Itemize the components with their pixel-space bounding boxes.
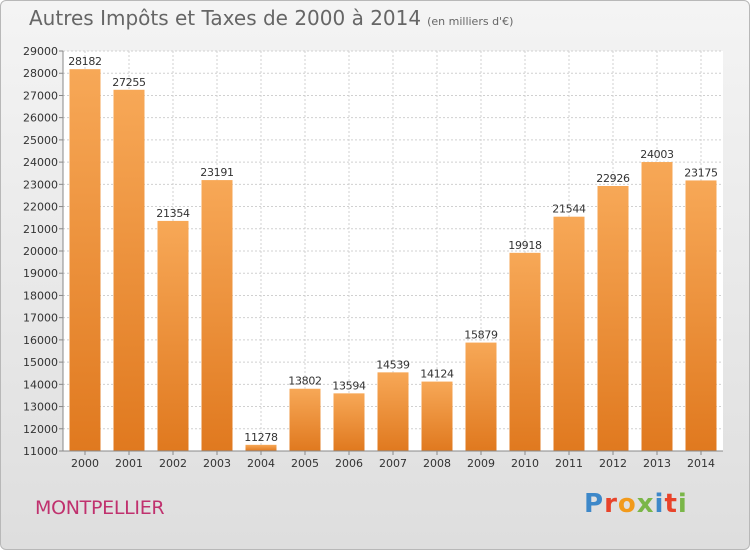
x-tick-label-2010: 2010 [511, 457, 539, 470]
bar-2001 [113, 89, 145, 452]
y-tick-label: 13000 [23, 401, 58, 414]
x-tick-label-2009: 2009 [467, 457, 495, 470]
x-tick-label-2001: 2001 [115, 457, 143, 470]
x-tick-label-2011: 2011 [555, 457, 583, 470]
y-tick-label: 15000 [23, 356, 58, 369]
bar-2003 [201, 180, 233, 452]
data-label-2013: 24003 [640, 148, 674, 161]
bar-2006 [333, 393, 365, 451]
bar-2011 [553, 216, 585, 451]
x-tick-label-2004: 2004 [247, 457, 275, 470]
bar-2007 [377, 372, 409, 451]
y-tick-label: 22000 [23, 201, 58, 214]
x-tick-label-2000: 2000 [71, 457, 99, 470]
bar-2012 [597, 185, 629, 451]
y-tick-label: 16000 [23, 334, 58, 347]
data-label-2011: 21544 [552, 203, 586, 216]
bar-2004 [245, 444, 277, 451]
x-tick-label-2005: 2005 [291, 457, 319, 470]
data-label-2000: 28182 [68, 55, 102, 68]
y-tick-label: 20000 [23, 245, 58, 258]
bar-2014 [685, 180, 717, 451]
logo-letter: o [617, 489, 637, 519]
y-tick-label: 27000 [23, 89, 58, 102]
data-label-2005: 13802 [288, 375, 322, 388]
x-tick-label-2008: 2008 [423, 457, 451, 470]
y-tick-label: 25000 [23, 134, 58, 147]
bar-2008 [421, 381, 453, 451]
y-tick-label: 26000 [23, 112, 58, 125]
logo-letter: x [636, 489, 655, 519]
y-tick-label: 14000 [23, 378, 58, 391]
data-label-2014: 23175 [684, 166, 718, 179]
proxiti-logo: Proxiti [584, 489, 688, 519]
x-tick-label-2003: 2003 [203, 457, 231, 470]
chart-title-text: Autres Impôts et Taxes de 2000 à 2014 [29, 6, 422, 30]
x-tick-label-2013: 2013 [643, 457, 671, 470]
chart-subtitle: (en milliers d'€) [427, 15, 514, 28]
x-tick-label-2002: 2002 [159, 457, 187, 470]
y-tick-label: 29000 [23, 45, 58, 58]
x-tick-label-2012: 2012 [599, 457, 627, 470]
y-tick-label: 11000 [23, 445, 58, 458]
bar-2002 [157, 220, 189, 451]
bars-group: 28182 27255 21354 23191 11278 13802 13594 14539… [68, 55, 718, 452]
bar-2005 [289, 388, 321, 451]
y-tick-label: 21000 [23, 223, 58, 236]
bar-2013 [641, 162, 673, 452]
logo-letter: r [604, 489, 618, 519]
logo-letter: i [677, 489, 688, 519]
data-label-2012: 22926 [596, 172, 630, 185]
bar-2000 [69, 69, 101, 451]
logo-letter: t [664, 489, 678, 519]
data-label-2010: 19918 [508, 239, 542, 252]
data-label-2009: 15879 [464, 329, 498, 342]
y-tick-label: 28000 [23, 67, 58, 80]
axes-group: 11000 12000 13000 14000 15000 16000 17000 18000… [23, 45, 723, 470]
chart-title: Autres Impôts et Taxes de 2000 à 2014 (en… [29, 6, 513, 30]
y-tick-label: 19000 [23, 267, 58, 280]
data-label-2004: 11278 [244, 431, 278, 444]
y-tick-label: 12000 [23, 423, 58, 436]
data-label-2006: 13594 [332, 379, 366, 392]
bar-2010 [509, 252, 541, 451]
y-tick-label: 17000 [23, 312, 58, 325]
data-label-2003: 23191 [200, 166, 234, 179]
logo-letter: i [654, 489, 665, 519]
data-label-2002: 21354 [156, 207, 190, 220]
data-label-2001: 27255 [112, 76, 146, 89]
bar-2009 [465, 342, 497, 451]
x-tick-label-2006: 2006 [335, 457, 363, 470]
data-label-2008: 14124 [420, 368, 454, 381]
data-label-2007: 14539 [376, 358, 410, 371]
logo-letter: P [584, 489, 605, 519]
x-tick-label-2014: 2014 [687, 457, 715, 470]
x-tick-label-2007: 2007 [379, 457, 407, 470]
y-tick-label: 18000 [23, 289, 58, 302]
y-tick-label: 24000 [23, 156, 58, 169]
y-tick-label: 23000 [23, 178, 58, 191]
location-label: MONTPELLIER [35, 497, 165, 519]
